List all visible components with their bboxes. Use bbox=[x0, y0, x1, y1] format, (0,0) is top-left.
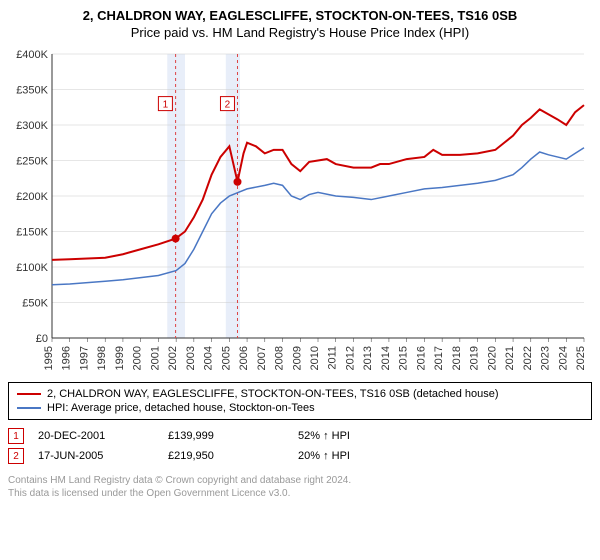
chart-container: £0 £50K £100K £150K £200K £250K £300K £350K £400… bbox=[8, 48, 592, 378]
svg-text:2000: 2000 bbox=[132, 346, 144, 370]
svg-text:1999: 1999 bbox=[114, 346, 126, 370]
svg-text:£0: £0 bbox=[36, 333, 48, 345]
legend-swatch-icon bbox=[17, 393, 41, 395]
legend: 2, CHALDRON WAY, EAGLESCLIFFE, STOCKTON-… bbox=[8, 382, 592, 420]
legend-label: 2, CHALDRON WAY, EAGLESCLIFFE, STOCKTON-… bbox=[47, 388, 499, 400]
svg-text:2017: 2017 bbox=[433, 346, 445, 370]
svg-text:2003: 2003 bbox=[185, 346, 197, 370]
marker-number-icon: 1 bbox=[8, 428, 24, 444]
svg-text:1: 1 bbox=[163, 100, 169, 111]
marker-date: 20-DEC-2001 bbox=[38, 430, 168, 442]
footer: Contains HM Land Registry data © Crown c… bbox=[8, 474, 592, 500]
svg-text:2019: 2019 bbox=[469, 346, 481, 370]
svg-text:2: 2 bbox=[225, 100, 231, 111]
marker-row: 1 20-DEC-2001 £139,999 52% ↑ HPI bbox=[8, 426, 592, 446]
svg-text:£50K: £50K bbox=[22, 298, 48, 310]
title-line-1: 2, CHALDRON WAY, EAGLESCLIFFE, STOCKTON-… bbox=[8, 8, 592, 23]
svg-text:£150K: £150K bbox=[16, 227, 48, 239]
svg-text:2021: 2021 bbox=[504, 346, 516, 370]
title-line-2: Price paid vs. HM Land Registry's House … bbox=[8, 25, 592, 40]
svg-text:2001: 2001 bbox=[149, 346, 161, 370]
marker-price: £219,950 bbox=[168, 450, 298, 462]
svg-text:2010: 2010 bbox=[309, 346, 321, 370]
footer-line-1: Contains HM Land Registry data © Crown c… bbox=[8, 474, 592, 487]
svg-text:2008: 2008 bbox=[274, 346, 286, 370]
svg-text:1995: 1995 bbox=[43, 346, 55, 370]
svg-text:£200K: £200K bbox=[16, 191, 48, 203]
svg-text:2002: 2002 bbox=[167, 346, 179, 370]
footer-line-2: This data is licensed under the Open Gov… bbox=[8, 487, 592, 500]
svg-text:2024: 2024 bbox=[557, 346, 569, 370]
marker-number-icon: 2 bbox=[8, 448, 24, 464]
marker-table: 1 20-DEC-2001 £139,999 52% ↑ HPI 2 17-JU… bbox=[8, 426, 592, 466]
svg-text:2018: 2018 bbox=[451, 346, 463, 370]
svg-text:1997: 1997 bbox=[78, 346, 90, 370]
svg-text:2023: 2023 bbox=[540, 346, 552, 370]
legend-row: HPI: Average price, detached house, Stoc… bbox=[17, 401, 583, 415]
svg-text:1998: 1998 bbox=[96, 346, 108, 370]
marker-pct: 20% ↑ HPI bbox=[298, 450, 428, 462]
svg-text:2025: 2025 bbox=[575, 346, 587, 370]
svg-text:2007: 2007 bbox=[256, 346, 268, 370]
svg-text:2012: 2012 bbox=[344, 346, 356, 370]
marker-price: £139,999 bbox=[168, 430, 298, 442]
marker-date: 17-JUN-2005 bbox=[38, 450, 168, 462]
legend-swatch-icon bbox=[17, 407, 41, 409]
svg-text:2013: 2013 bbox=[362, 346, 374, 370]
svg-text:2005: 2005 bbox=[220, 346, 232, 370]
price-chart: £0 £50K £100K £150K £200K £250K £300K £350K £400… bbox=[8, 48, 588, 378]
svg-text:2020: 2020 bbox=[486, 346, 498, 370]
svg-text:£250K: £250K bbox=[16, 156, 48, 168]
marker-row: 2 17-JUN-2005 £219,950 20% ↑ HPI bbox=[8, 446, 592, 466]
svg-text:2009: 2009 bbox=[291, 346, 303, 370]
marker-pct: 52% ↑ HPI bbox=[298, 430, 428, 442]
legend-label: HPI: Average price, detached house, Stoc… bbox=[47, 402, 315, 414]
svg-text:£300K: £300K bbox=[16, 120, 48, 132]
svg-text:2015: 2015 bbox=[398, 346, 410, 370]
legend-row: 2, CHALDRON WAY, EAGLESCLIFFE, STOCKTON-… bbox=[17, 387, 583, 401]
svg-text:1996: 1996 bbox=[61, 346, 73, 370]
svg-text:2022: 2022 bbox=[522, 346, 534, 370]
svg-text:2016: 2016 bbox=[415, 346, 427, 370]
svg-text:2004: 2004 bbox=[203, 346, 215, 370]
svg-text:£400K: £400K bbox=[16, 49, 48, 61]
svg-text:2014: 2014 bbox=[380, 346, 392, 370]
svg-text:2006: 2006 bbox=[238, 346, 250, 370]
chart-title-block: 2, CHALDRON WAY, EAGLESCLIFFE, STOCKTON-… bbox=[8, 8, 592, 40]
svg-text:£350K: £350K bbox=[16, 85, 48, 97]
svg-text:£100K: £100K bbox=[16, 262, 48, 274]
svg-text:2011: 2011 bbox=[327, 346, 339, 370]
